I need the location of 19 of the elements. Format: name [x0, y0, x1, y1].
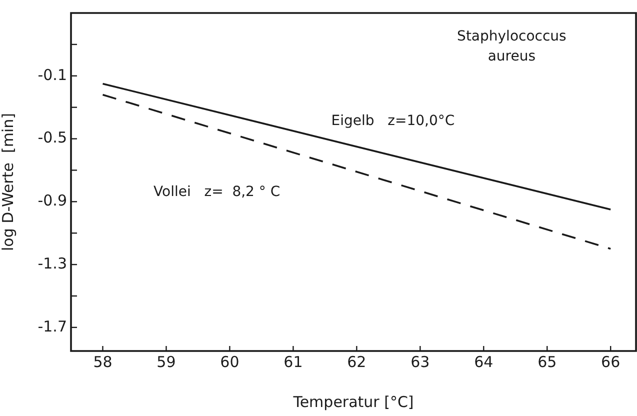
x-tick-label: 60: [220, 352, 240, 371]
x-tick-label: 61: [284, 352, 303, 371]
x-tick-label: 65: [538, 352, 557, 371]
y-axis-title: log D-Werte [min]: [0, 113, 17, 251]
y-tick-label: -0.1: [38, 66, 67, 84]
x-tick-label: 58: [93, 352, 112, 371]
annotation: Staphylococcus aureus: [457, 28, 566, 65]
x-axis-title: Temperatur [°C]: [292, 392, 414, 411]
y-tick-label: -0.9: [38, 192, 67, 210]
series-label: Eigelb z=10,0°C: [331, 112, 455, 129]
x-tick-label: 59: [156, 352, 176, 371]
y-tick-label: -0.5: [38, 128, 67, 147]
y-tick-label: -1.3: [38, 254, 67, 272]
x-tick-label: 62: [347, 352, 366, 371]
y-tick-label: -1.7: [38, 317, 67, 336]
x-tick-label: 66: [601, 352, 620, 371]
x-tick-label: 63: [410, 352, 430, 371]
text: Vollei z= 8,2 ° C: [154, 184, 280, 200]
x-tick-label: 64: [474, 352, 494, 371]
